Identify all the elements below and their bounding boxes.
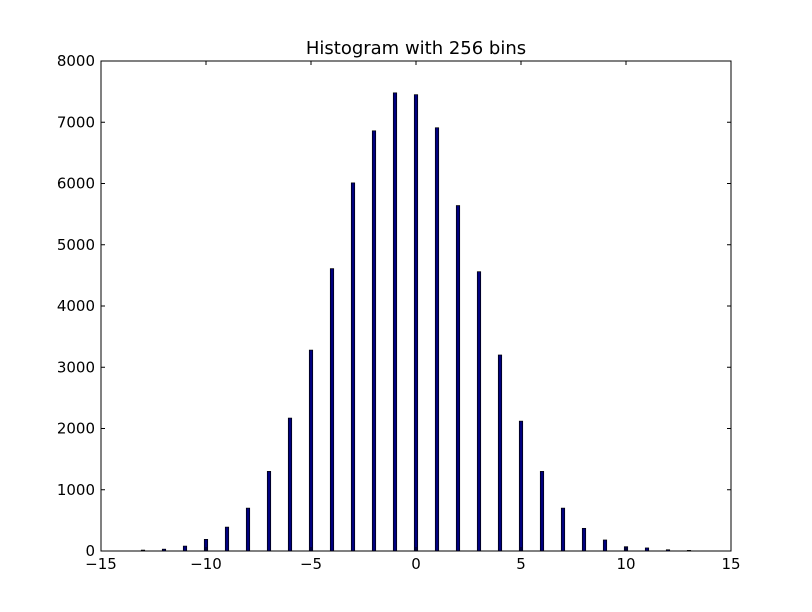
y-tick-label: 8000 [57,52,95,70]
histogram-bar [581,527,587,552]
bars-group [140,92,692,552]
histogram-bar [350,182,356,552]
histogram-bar [245,507,251,552]
y-tick-label: 5000 [57,236,95,254]
histogram-bar [392,92,398,552]
y-tick-label: 0 [85,542,95,560]
x-tick-label: −15 [85,555,117,573]
histogram-bar [455,205,461,552]
y-tick-label: 4000 [57,297,95,315]
chart-title: Histogram with 256 bins [306,38,526,59]
x-tick-label: 10 [616,555,635,573]
y-tick-label: 2000 [57,420,95,438]
histogram-bar [539,471,545,552]
y-tick-label: 1000 [57,481,95,499]
histogram-bar [182,545,188,552]
histogram-bar [371,130,377,552]
histogram-bar [602,539,608,552]
histogram-bar [308,349,314,552]
x-tick-label: 5 [516,555,526,573]
histogram-bar [476,271,482,552]
y-axis: 0 1000 2000 3000 4000 5000 6000 7000 8000 [57,52,731,560]
histogram-bar [287,417,293,552]
x-tick-label: −5 [300,555,322,573]
histogram-bar [413,94,419,552]
x-tick-label: −10 [190,555,222,573]
x-axis: −15 −10 −5 0 5 10 15 [85,61,741,573]
histogram-bar [329,268,335,552]
histogram-bar [224,526,230,552]
histogram-bar [434,127,440,552]
histogram-bar [497,354,503,552]
y-tick-label: 6000 [57,175,95,193]
x-tick-label: 0 [411,555,421,573]
y-tick-label: 3000 [57,358,95,376]
histogram-bar [560,507,566,552]
y-tick-label: 7000 [57,113,95,131]
histogram-bar [266,471,272,552]
histogram-bar [518,420,524,552]
x-tick-label: 15 [721,555,740,573]
